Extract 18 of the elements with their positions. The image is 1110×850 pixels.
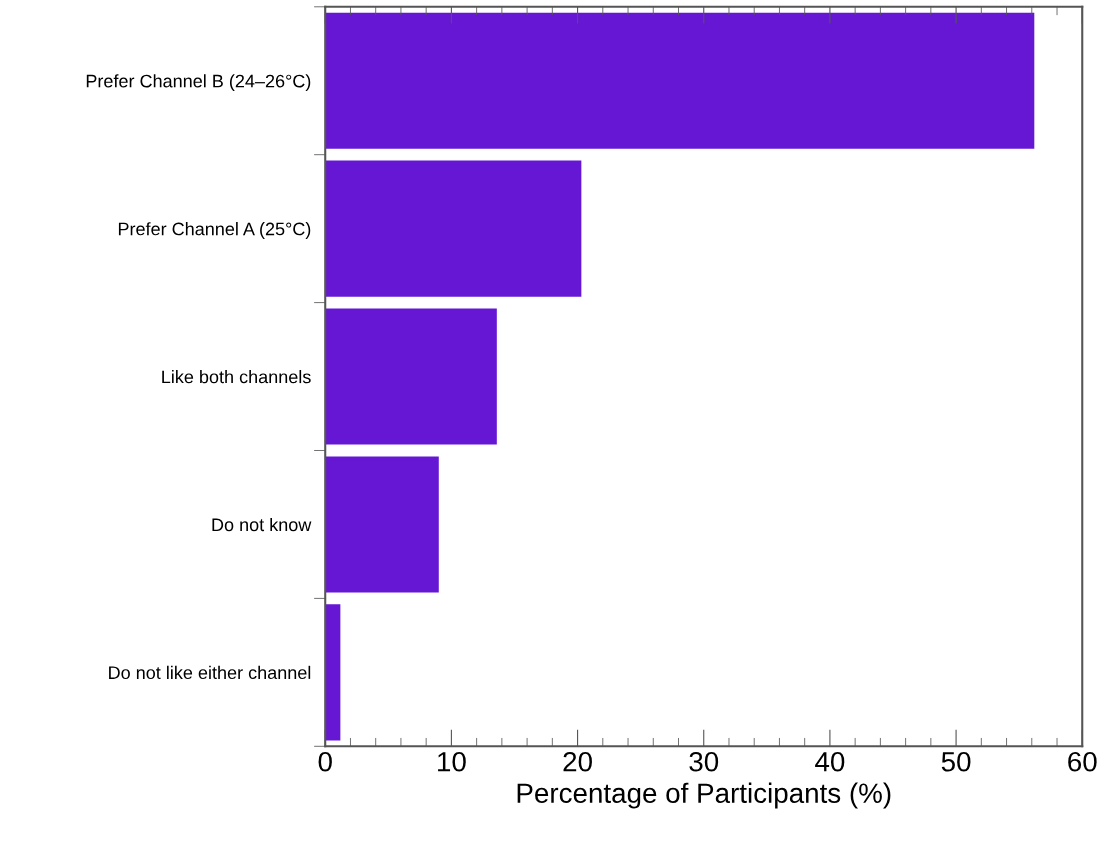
x-tick-label: 30 [689, 751, 719, 772]
x-tick-label: 0 [318, 751, 332, 772]
x-tick-label: 40 [815, 751, 845, 772]
y-tick-label: Do not know [212, 517, 312, 532]
bar [325, 308, 497, 445]
bar [325, 456, 439, 593]
x-axis-title: Percentage of Participants (%) [517, 782, 891, 809]
bar [325, 12, 1035, 149]
y-tick-label: Prefer Channel B (24–26°C) [86, 74, 311, 92]
y-tick-label: Like both channels [162, 370, 311, 384]
x-tick-label: 60 [1068, 751, 1097, 772]
x-tick-label: 10 [438, 751, 466, 772]
y-tick-label: Prefer Channel A (25°C) [118, 222, 311, 239]
x-tick-label: 50 [941, 751, 971, 772]
bar [325, 160, 582, 297]
x-tick-label: 20 [563, 751, 592, 772]
bar [325, 604, 341, 741]
y-tick-label: Do not like either channel [109, 665, 311, 680]
